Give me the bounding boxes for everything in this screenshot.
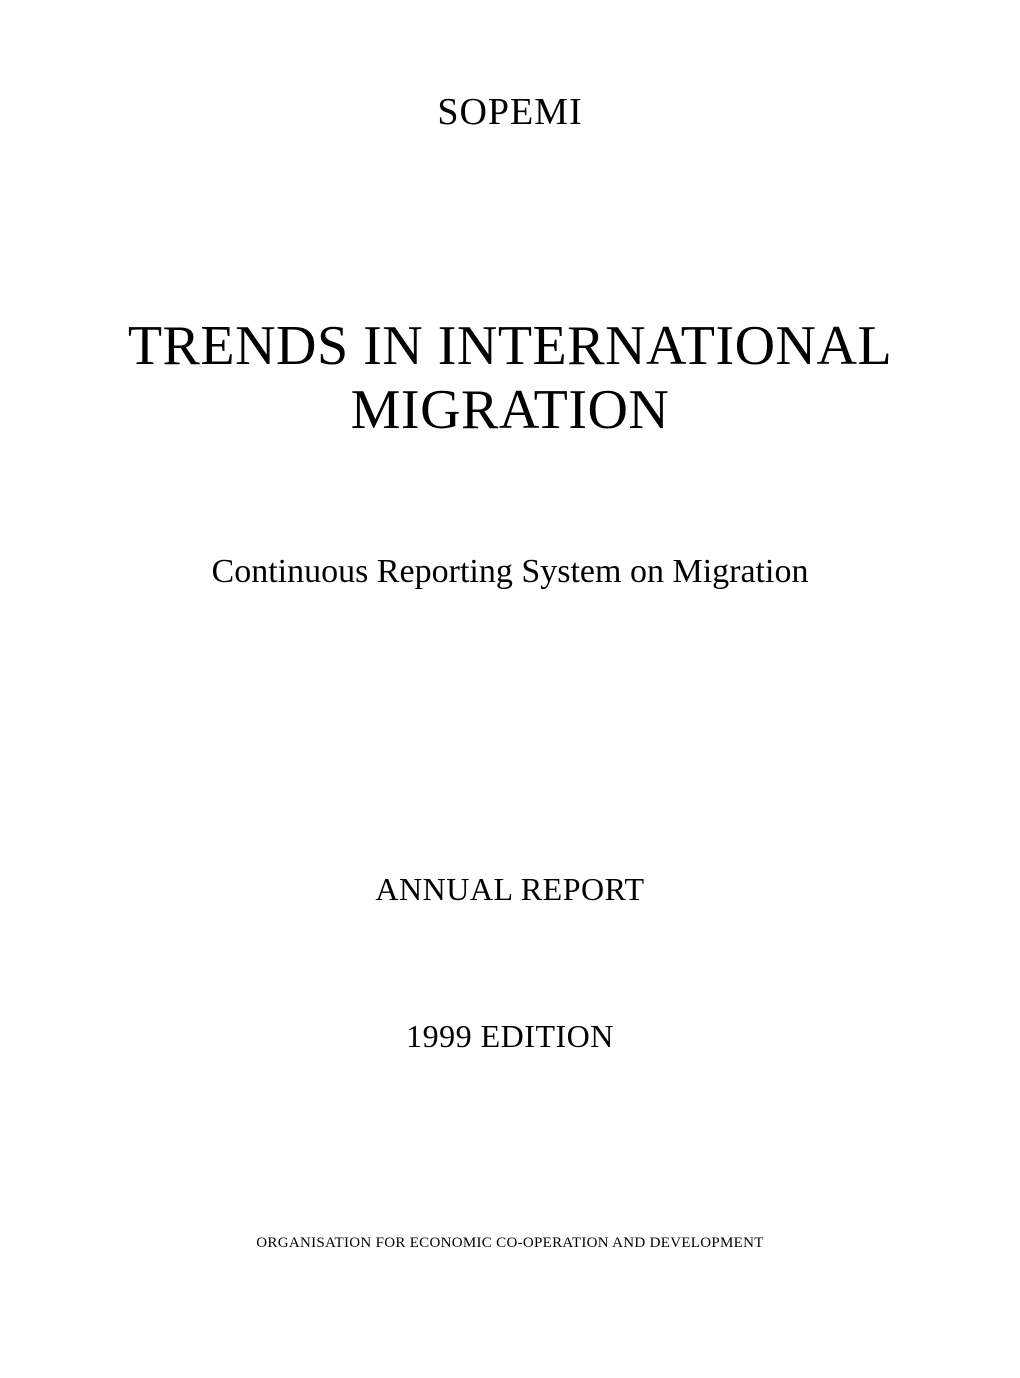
report-type: ANNUAL REPORT bbox=[375, 871, 644, 908]
document-page: SOPEMI TRENDS IN INTERNATIONAL MIGRATION… bbox=[0, 0, 1020, 1378]
main-title: TRENDS IN INTERNATIONAL MIGRATION bbox=[128, 314, 892, 443]
main-title-line1: TRENDS IN INTERNATIONAL bbox=[128, 315, 892, 377]
subtitle: Continuous Reporting System on Migration bbox=[212, 553, 809, 591]
edition-year: 1999 EDITION bbox=[406, 1018, 614, 1055]
footer-organization: ORGANISATION FOR ECONOMIC CO-OPERATION A… bbox=[256, 1235, 763, 1252]
header-organization: SOPEMI bbox=[437, 90, 582, 134]
main-title-line2: MIGRATION bbox=[351, 379, 670, 441]
